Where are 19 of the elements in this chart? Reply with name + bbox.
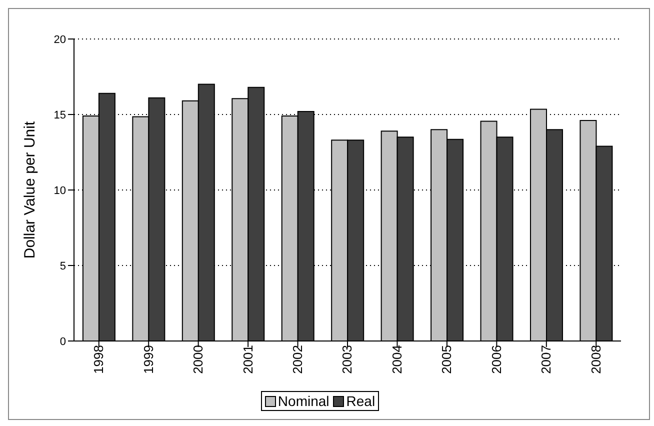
y-tick-label: 20 <box>54 34 66 46</box>
x-tick-label: 1999 <box>140 345 156 374</box>
x-tick-label: 2000 <box>190 345 206 374</box>
x-tick-label: 2008 <box>588 345 604 374</box>
y-tick-label: 0 <box>60 336 66 348</box>
y-axis-title: Dollar Value per Unit <box>21 120 38 259</box>
x-tick-label: 1998 <box>91 345 106 374</box>
legend-label: Nominal <box>276 393 330 409</box>
y-tick-label: 5 <box>60 260 66 272</box>
x-tick-label: 2003 <box>340 345 355 374</box>
x-tick-label: 2004 <box>389 345 404 374</box>
x-tick-label: 2006 <box>488 345 504 374</box>
x-tick-label: 2007 <box>538 345 554 374</box>
y-tick-label: 10 <box>54 184 66 197</box>
legend-label: Real <box>345 393 376 409</box>
x-tick-label: 2005 <box>439 345 454 374</box>
x-tick-label: 2002 <box>290 345 306 374</box>
x-tick-label: 2001 <box>240 345 256 374</box>
y-tick-label: 15 <box>54 109 66 122</box>
